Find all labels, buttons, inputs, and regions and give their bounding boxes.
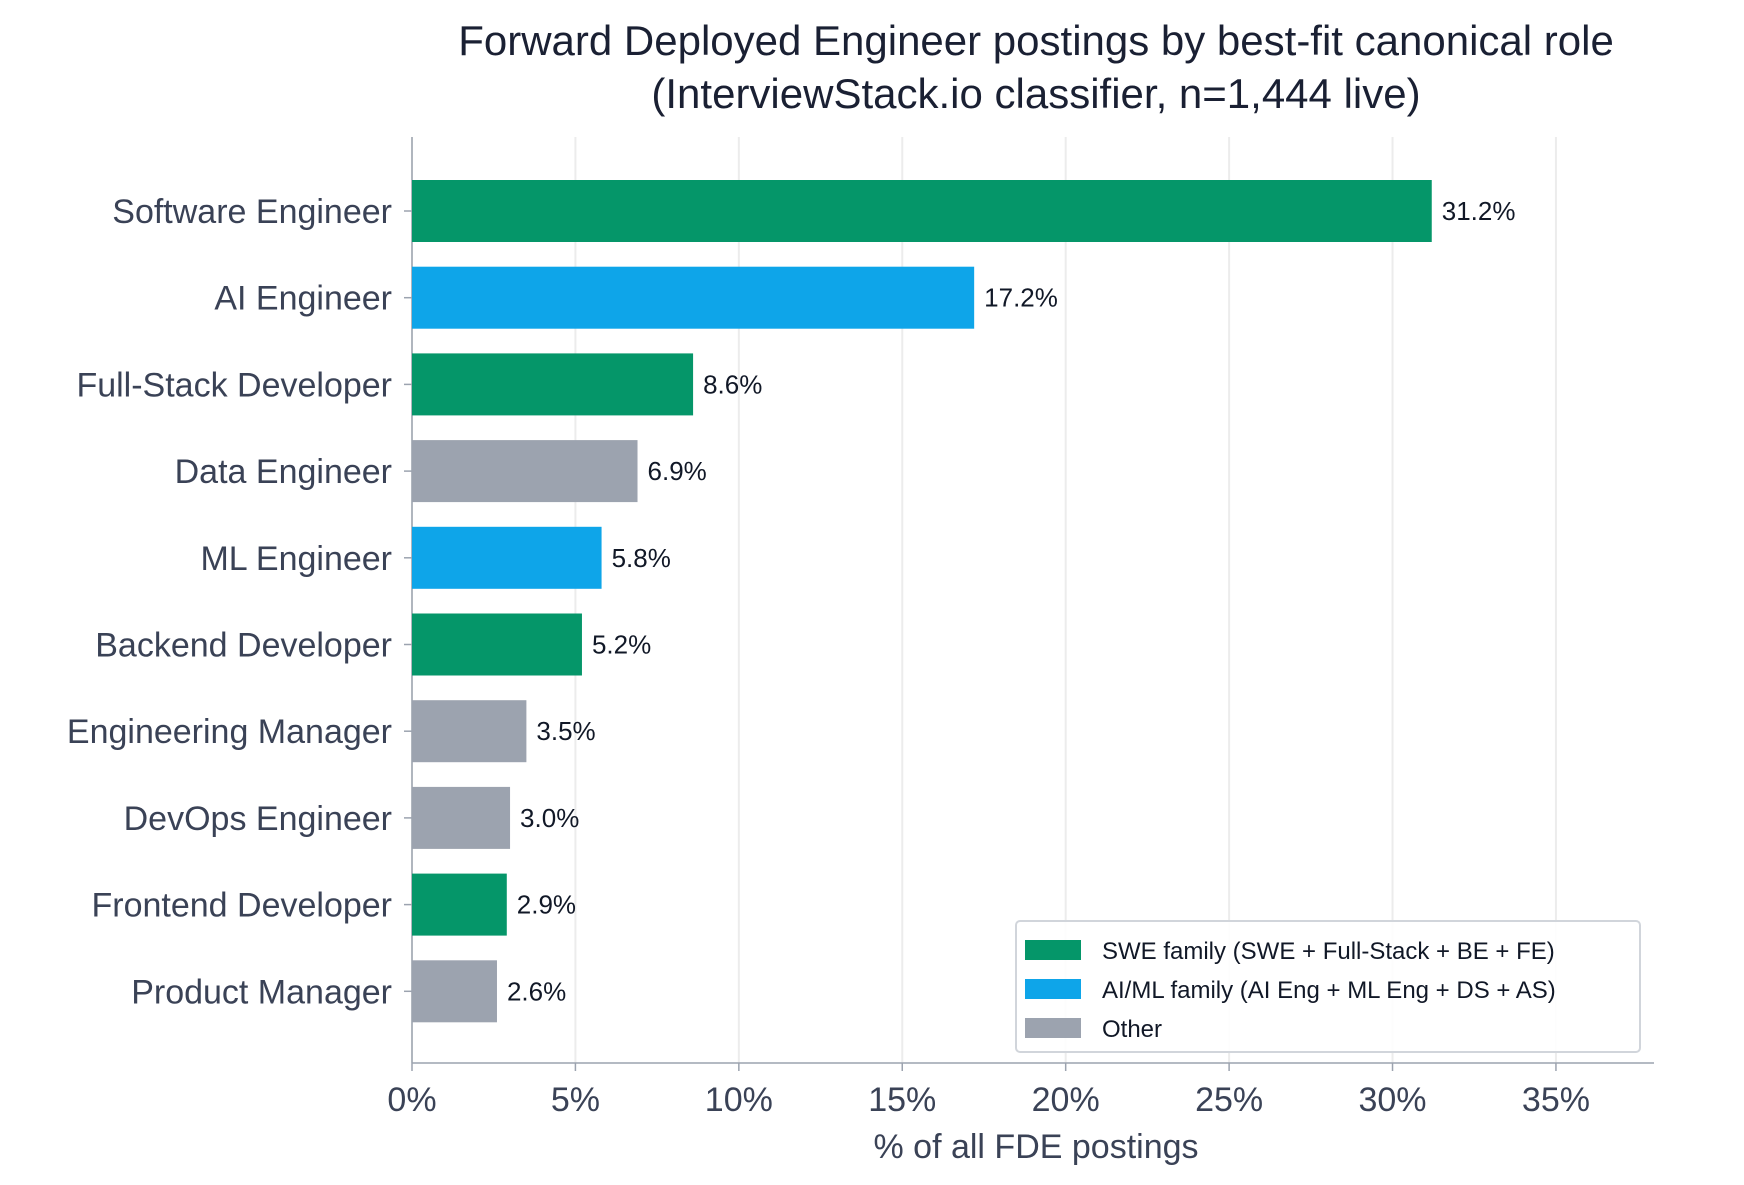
bar [412,353,694,416]
category-label: Product Manager [131,973,392,1011]
bar [412,440,638,503]
bar [412,613,582,676]
bar-value-label: 17.2% [984,283,1058,313]
category-label: Backend Developer [95,627,392,665]
category-label: AI Engineer [214,280,392,318]
bar [412,180,1432,242]
bar-value-label: 2.6% [507,976,566,1006]
bar [412,873,507,936]
legend-frame [1015,920,1641,1053]
x-tick-label: 10% [705,1081,773,1119]
legend-label: AI/ML family (AI Eng + ML Eng + DS + AS) [1102,977,1556,1004]
category-label: ML Engineer [200,540,392,578]
x-tick-label: 25% [1195,1081,1263,1119]
bar [412,960,497,1023]
category-label: Data Engineer [175,453,392,491]
x-tick-label: 0% [387,1081,436,1119]
chart-title-line-1: Forward Deployed Engineer postings by be… [458,17,1614,64]
x-tick-label: 20% [1032,1081,1100,1119]
x-axis-label: % of all FDE postings [873,1128,1198,1166]
bar-value-label: 3.5% [536,716,595,746]
x-ticks: 0% 5% 10% 15% 20% 25% 30% 35% [387,1063,1590,1119]
x-tick-label: 30% [1358,1081,1426,1119]
chart-title-line-2: (InterviewStack.io classifier, n=1,444 l… [651,70,1420,117]
bar-value-label: 31.2% [1442,196,1516,226]
x-tick-label: 15% [868,1081,936,1119]
legend-swatch [1025,1018,1081,1038]
bar [412,700,527,763]
bar-value-label: 5.8% [612,543,671,573]
bar [412,266,975,329]
legend-swatch [1025,979,1081,999]
category-label: Frontend Developer [91,887,392,925]
bar-value-label: 6.9% [648,456,707,486]
category-label: Software Engineer [112,193,392,231]
category-label: Engineering Manager [67,713,392,751]
bar-value-label: 8.6% [703,369,762,399]
bars: 31.2% 17.2% 8.6% 6.9% 5.8% 5.2% 3.5% 3.0% 2.9% 2.… [412,180,1516,1023]
bar [412,526,602,589]
bar-value-label: 3.0% [520,803,579,833]
category-labels: Software Engineer AI Engineer Full-Stack D… [67,193,412,1011]
legend-swatch [1025,940,1081,960]
x-tick-label: 5% [551,1081,600,1119]
legend-label: Other [1102,1016,1162,1043]
chart-title: Forward Deployed Engineer postings by be… [458,17,1614,117]
category-label: DevOps Engineer [124,800,392,838]
x-tick-label: 35% [1522,1081,1590,1119]
category-label: Full-Stack Developer [76,366,392,404]
bar-value-label: 2.9% [517,890,576,920]
bar [412,786,511,849]
legend-label: SWE family (SWE + Full-Stack + BE + FE) [1102,938,1555,965]
legend: SWE family (SWE + Full-Stack + BE + FE) A… [1015,920,1641,1053]
bar-value-label: 5.2% [592,630,651,660]
